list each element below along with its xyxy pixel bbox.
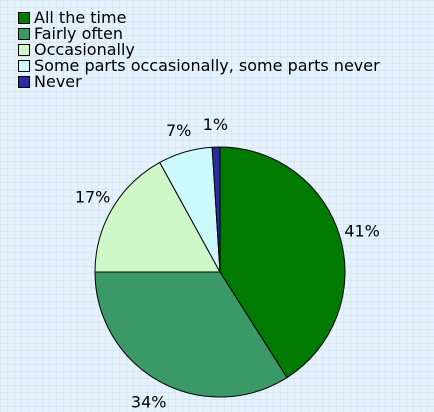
pie-slice bbox=[219, 146, 346, 379]
legend-item: Fairly often bbox=[18, 26, 380, 42]
legend-swatch bbox=[18, 12, 30, 24]
slice-value-label: 1% bbox=[203, 115, 228, 134]
legend-item: Some parts occasionally, some parts neve… bbox=[18, 58, 380, 74]
legend: All the time Fairly often Occasionally Some… bbox=[18, 10, 380, 90]
legend-label: Never bbox=[34, 72, 82, 91]
slice-value-label: 34% bbox=[131, 393, 167, 412]
legend-item: Occasionally bbox=[18, 42, 380, 58]
slice-value-label: 17% bbox=[75, 188, 111, 207]
legend-label: All the time bbox=[34, 8, 127, 27]
legend-swatch bbox=[18, 76, 30, 88]
pie-slice bbox=[94, 271, 288, 398]
pie-slice bbox=[211, 146, 221, 273]
pie-slice bbox=[94, 161, 221, 273]
legend-swatch bbox=[18, 60, 30, 72]
legend-label: Some parts occasionally, some parts neve… bbox=[34, 56, 380, 75]
slice-value-label: 41% bbox=[344, 222, 380, 241]
legend-item: Never bbox=[18, 74, 380, 90]
legend-label: Occasionally bbox=[34, 40, 135, 59]
legend-swatch bbox=[18, 28, 30, 40]
legend-item: All the time bbox=[18, 10, 380, 26]
slice-value-label: 7% bbox=[166, 121, 191, 140]
legend-swatch bbox=[18, 44, 30, 56]
legend-label: Fairly often bbox=[34, 24, 123, 43]
